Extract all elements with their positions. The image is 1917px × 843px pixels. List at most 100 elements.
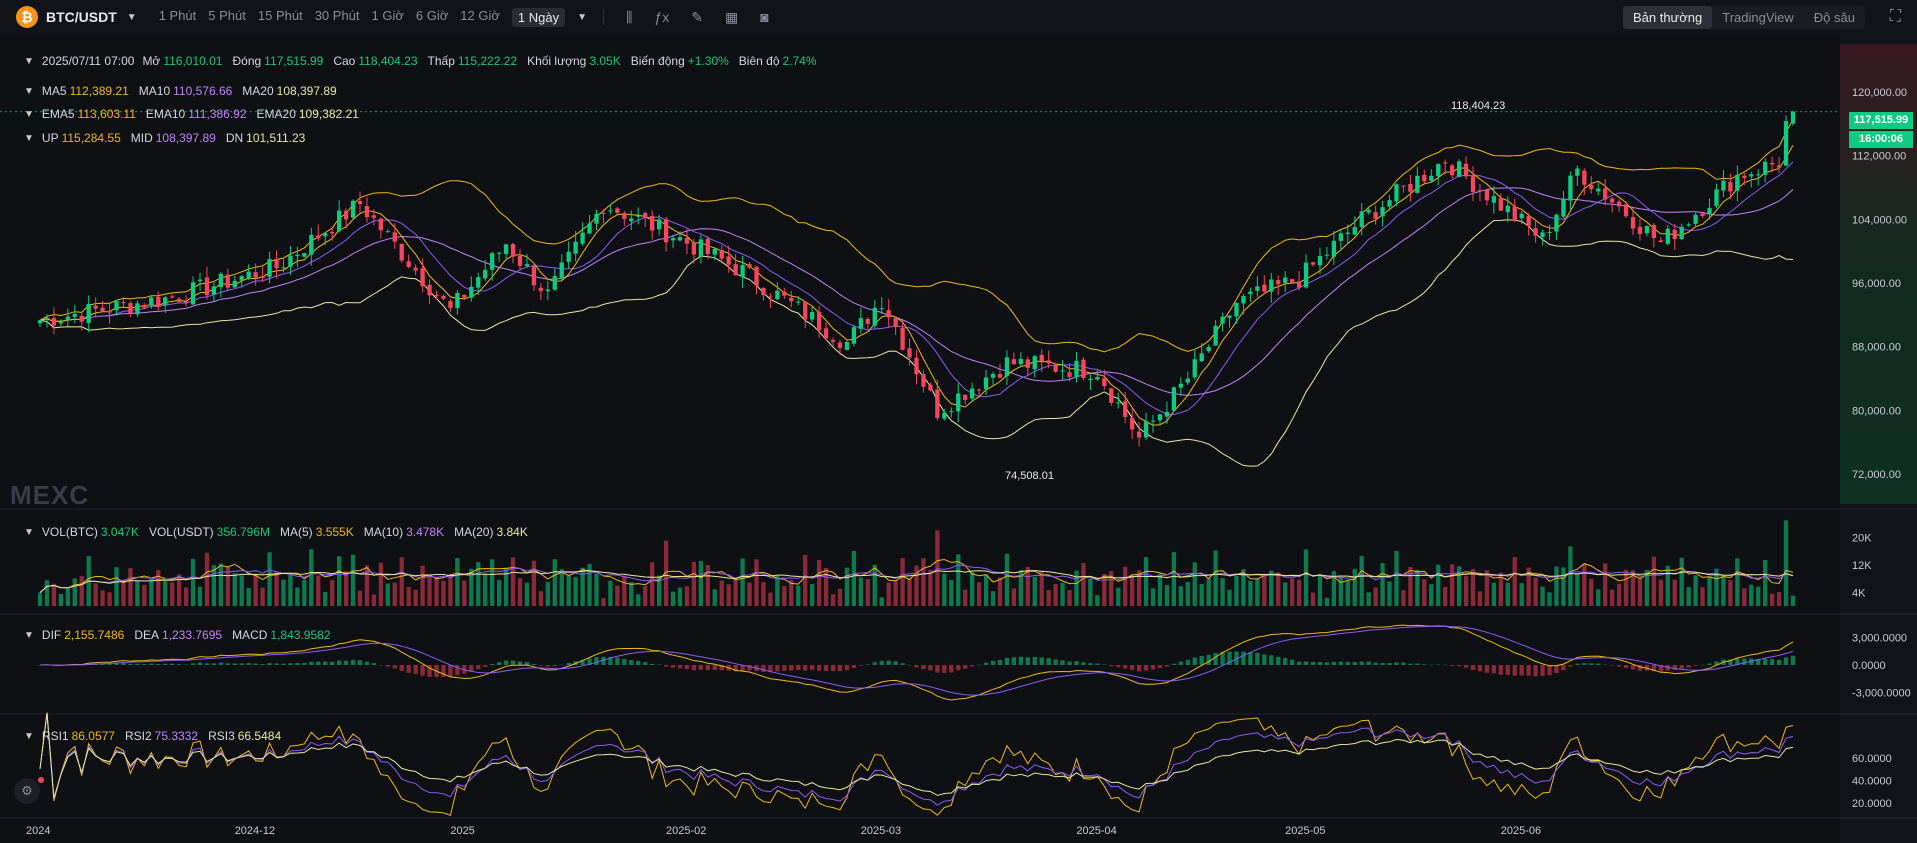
macd-histogram-bar xyxy=(691,665,697,671)
view-tab-0[interactable]: Bản thường xyxy=(1622,6,1713,29)
candle-body xyxy=(378,218,384,231)
candle-body xyxy=(559,262,564,279)
candle-body xyxy=(594,213,599,224)
candle-settings-icon[interactable]: ⫼ xyxy=(626,8,633,25)
macd-legend: ▼ DIF 2,155.7486 DEA 1,233.7695 MACD 1,843.958… xyxy=(24,628,340,642)
vol-collapse-chevron-icon[interactable]: ▼ xyxy=(24,526,34,538)
candle-body xyxy=(914,357,919,375)
boll-collapse-chevron-icon[interactable]: ▼ xyxy=(24,132,34,144)
view-tab-1[interactable]: TradingView xyxy=(1722,10,1794,25)
interval-6[interactable]: 12 Giờ xyxy=(460,7,500,23)
interval-1[interactable]: 5 Phút xyxy=(208,7,246,23)
volume-bar xyxy=(142,584,147,606)
chevron-down-icon[interactable]: ▼ xyxy=(126,11,137,23)
interval-3[interactable]: 30 Phút xyxy=(314,7,360,23)
interval-7[interactable]: 1 Ngày xyxy=(511,7,566,27)
candle-body xyxy=(768,296,773,298)
macd-histogram-bar xyxy=(385,665,390,667)
macd-histogram-bar xyxy=(1394,662,1399,665)
macd-histogram-bar xyxy=(782,665,787,671)
volume-bar xyxy=(288,574,293,606)
macd-histogram-bar xyxy=(1178,661,1183,665)
interval-0[interactable]: 1 Phút xyxy=(158,7,197,23)
macd-histogram-bar xyxy=(816,665,822,671)
macd-histogram-bar xyxy=(1164,665,1170,667)
volume-bar xyxy=(260,587,265,606)
boll-label-2: DN xyxy=(225,131,244,145)
macd-value-1: 1,233.7695 xyxy=(162,628,223,642)
volume-bar xyxy=(309,549,314,606)
interval-5[interactable]: 6 Giờ xyxy=(415,7,449,23)
candle-body xyxy=(1262,284,1267,292)
macd-histogram-bar xyxy=(413,665,418,675)
boll-value-0: 115,284.55 xyxy=(61,131,121,145)
volume-bar xyxy=(1658,579,1663,606)
collapse-chevron-icon[interactable]: ▼ xyxy=(24,55,34,67)
macd-histogram-bar xyxy=(1359,661,1364,665)
candle-body xyxy=(1116,402,1121,404)
candle-body xyxy=(677,237,683,241)
rsi-collapse-chevron-icon[interactable]: ▼ xyxy=(24,730,34,742)
volume-bar xyxy=(1234,575,1239,606)
macd-histogram-bar xyxy=(1568,665,1573,667)
ma-value-1: 110,576.66 xyxy=(173,84,233,98)
macd-histogram-bar xyxy=(1262,654,1267,665)
candle-body xyxy=(1769,162,1775,165)
macd-label-2: MACD xyxy=(232,628,268,642)
candle-body xyxy=(281,267,286,269)
candle-body xyxy=(754,266,759,286)
price-chart[interactable]: 120,000.00 112,000.00 104,000.00 96,000.00 8… xyxy=(0,34,1917,843)
volume-bar xyxy=(378,562,384,606)
layout-icon[interactable]: ▦ xyxy=(724,8,739,25)
candle-body xyxy=(1651,225,1657,239)
volume-bar xyxy=(928,569,933,606)
interval-more-chevron-icon[interactable]: ▼ xyxy=(577,11,587,23)
date-axis-tick-3: 2025-02 xyxy=(666,825,706,837)
macd-histogram-bar xyxy=(288,663,293,665)
volume-bar xyxy=(156,570,161,606)
volume-bar xyxy=(823,568,829,606)
candle-body xyxy=(719,250,724,259)
chart-settings-icon[interactable]: ⚙ xyxy=(14,778,40,804)
volume-bar xyxy=(330,580,335,606)
interval-4[interactable]: 1 Giờ xyxy=(371,7,404,23)
volume-axis-tick-1: 12K xyxy=(1852,560,1872,572)
camera-icon[interactable]: ◙ xyxy=(760,9,769,25)
macd-histogram-bar xyxy=(1679,665,1684,669)
macd-histogram-bar xyxy=(1060,660,1065,665)
macd-histogram-bar xyxy=(1783,657,1789,665)
indicator-icon[interactable]: ƒx xyxy=(654,9,670,25)
draw-icon[interactable]: ✎ xyxy=(691,8,703,25)
macd-histogram-bar xyxy=(1436,664,1441,666)
volume-bar xyxy=(483,573,488,606)
fullscreen-icon[interactable]: ⛶ xyxy=(1889,8,1901,25)
volume-bar xyxy=(170,582,175,606)
volume-bar xyxy=(253,573,258,606)
interval-2[interactable]: 15 Phút xyxy=(257,7,303,23)
volume-axis-tick-0: 20K xyxy=(1852,533,1872,545)
candle-body xyxy=(942,412,947,419)
volume-bar xyxy=(496,579,502,606)
macd-histogram-bar xyxy=(1157,665,1163,669)
pair-selector[interactable]: BTC/USDT xyxy=(46,9,117,25)
macd-axis-tick-0: 3,000.0000 xyxy=(1852,633,1907,645)
candle-body xyxy=(72,313,77,317)
ma-collapse-chevron-icon[interactable]: ▼ xyxy=(24,85,34,97)
date-axis-tick-6: 2025-05 xyxy=(1285,825,1325,837)
candle-body xyxy=(1102,378,1107,386)
candle-body xyxy=(1143,421,1149,438)
macd-histogram-bar xyxy=(1213,653,1218,665)
macd-histogram-bar xyxy=(190,663,196,665)
ema-collapse-chevron-icon[interactable]: ▼ xyxy=(24,108,34,120)
macd-histogram-bar xyxy=(448,665,453,677)
view-tab-2[interactable]: Độ sâu xyxy=(1813,10,1855,25)
volume-bar xyxy=(886,582,891,606)
macd-collapse-chevron-icon[interactable]: ▼ xyxy=(24,629,34,641)
ma-label-0: MA5 xyxy=(41,84,67,98)
macd-histogram-bar xyxy=(608,656,613,665)
candle-body xyxy=(928,384,933,391)
rsi1-line xyxy=(39,712,1794,817)
macd-histogram-bar xyxy=(1519,665,1524,676)
rsi-label-0: RSI1 xyxy=(41,729,69,743)
volume-bar xyxy=(476,562,481,606)
